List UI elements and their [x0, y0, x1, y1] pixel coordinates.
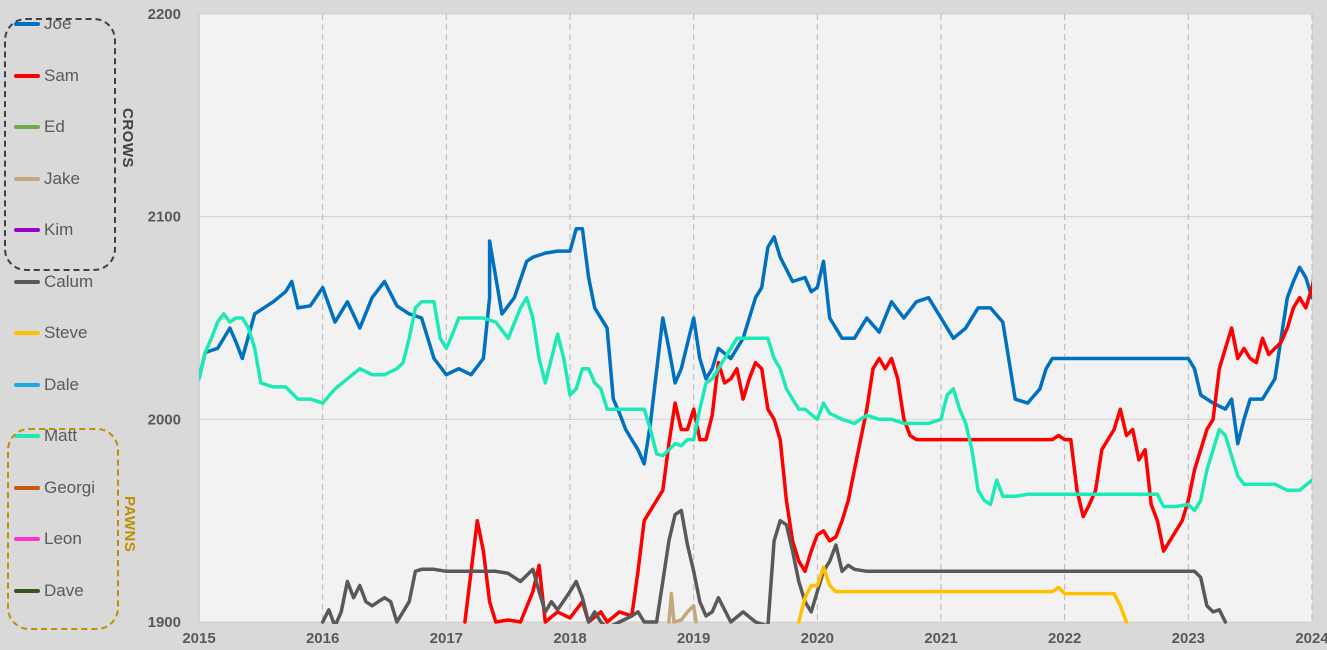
y-tick-label: 2100	[148, 209, 181, 226]
legend-swatch	[14, 279, 40, 284]
x-tick-label: 2024	[1295, 630, 1327, 647]
legend-item-ed: Ed	[14, 117, 65, 137]
series-sam-line	[463, 278, 1312, 624]
x-tick-label: 2021	[924, 630, 957, 647]
legend-label: Dave	[44, 580, 84, 600]
legend-item-dale: Dale	[14, 375, 79, 395]
x-tick-label: 2023	[1172, 630, 1205, 647]
legend-swatch	[14, 382, 40, 387]
crows-group-box	[4, 18, 116, 271]
legend-swatch	[14, 331, 40, 335]
x-tick-label: 2016	[306, 630, 339, 647]
y-tick-label: 1900	[148, 614, 181, 631]
legend-item-dave: Dave	[14, 581, 84, 601]
legend-label: Dale	[44, 374, 79, 394]
pawns-group-label: PAWNS	[121, 496, 138, 553]
crows-group-label: CROWS	[119, 108, 136, 168]
y-tick-label: 2000	[148, 411, 181, 428]
legend-item-calum: Calum	[14, 272, 93, 292]
x-tick-label: 2015	[182, 630, 215, 647]
series-jake-line	[667, 591, 698, 624]
legend-item-leon: Leon	[14, 529, 82, 549]
legend-label: Steve	[44, 323, 88, 342]
series-matt-line	[199, 295, 1312, 513]
legend-swatch	[14, 485, 40, 490]
x-tick-label: 2018	[553, 630, 586, 647]
legend-swatch	[14, 73, 40, 78]
legend-item-kim: Kim	[14, 220, 73, 240]
legend-item-georgi: Georgi	[14, 478, 95, 498]
legend-swatch	[14, 228, 40, 232]
legend-label: Kim	[44, 220, 74, 239]
legend-item-jake: Jake	[14, 169, 80, 189]
legend-swatch	[14, 125, 40, 129]
plot-area	[199, 14, 1312, 622]
legend-swatch	[14, 537, 40, 541]
legend-label: Leon	[44, 529, 82, 548]
legend-item-steve: Steve	[14, 323, 87, 343]
legend-label: Ed	[44, 117, 65, 136]
pawns-group-box	[7, 428, 119, 630]
legend-label: Matt	[44, 426, 78, 445]
x-tick-label: 2020	[801, 630, 834, 647]
legend-swatch	[14, 176, 40, 181]
axis-ticks: 1900 2000 2100 2200 2015 2016 2017 2018 2019 2020…	[148, 6, 1327, 647]
legend-label: Calum	[44, 271, 94, 291]
legend-label: Jake	[44, 168, 80, 188]
legend-label: Sam	[44, 65, 79, 85]
legend-label: Georgi	[44, 477, 96, 497]
x-tick-label: 2022	[1048, 630, 1081, 647]
legend-swatch	[14, 588, 40, 593]
x-tick-label: 2017	[430, 630, 463, 647]
series-calum-line	[320, 508, 1228, 624]
legend-item-sam: Sam	[14, 66, 79, 86]
grid	[198, 13, 1313, 623]
legend-swatch	[14, 22, 40, 26]
x-tick-label: 2019	[677, 630, 710, 647]
y-tick-label: 2200	[148, 6, 181, 23]
series-joe-line	[199, 227, 1312, 466]
series-steve-line	[797, 565, 1129, 624]
series-lines	[199, 227, 1312, 624]
